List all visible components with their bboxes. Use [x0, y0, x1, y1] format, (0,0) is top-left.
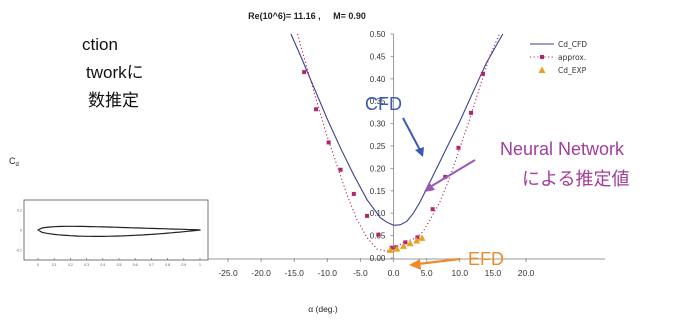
- approx-point: [365, 213, 370, 218]
- y-tick-label: 0.40: [370, 75, 386, 84]
- approx-point: [469, 110, 474, 115]
- inset-x-tick-label: 0.3: [84, 263, 89, 267]
- y-axis-label-subscript: d: [16, 162, 19, 168]
- annotation-nn-arrow: [429, 159, 476, 188]
- inset-x-tick-label: 0.4: [100, 263, 105, 267]
- approx-point: [326, 140, 331, 145]
- y-tick-label: 0.30: [370, 120, 386, 129]
- inset-x-tick-label: 0.2: [68, 263, 73, 267]
- annotation-efd-arrowhead: [409, 259, 421, 270]
- chart-title: Re(10^6)= 11.16 , M= 0.90: [248, 11, 366, 21]
- inset-x-tick-label: 0.8: [165, 263, 170, 267]
- inset-x-tick-label: 0.7: [149, 263, 154, 267]
- chart-series: [290, 33, 504, 253]
- annotation-neural-network: Neural Network: [500, 139, 625, 159]
- legend-swatch-cd-exp: [538, 66, 546, 73]
- series-line-cd-cfd: [290, 33, 504, 226]
- approx-point: [376, 232, 381, 237]
- approx-point: [314, 107, 319, 112]
- inset-y-tick-label: -0.1: [16, 249, 22, 253]
- x-tick-label: -25.0: [218, 268, 238, 278]
- inset-x-tick-label: 1: [199, 263, 201, 267]
- approx-point: [456, 145, 461, 150]
- inset-x-tick-label: 0.5: [117, 263, 122, 267]
- approx-point: [403, 240, 408, 245]
- annotation-cfd: CFD: [365, 94, 402, 114]
- exp-point: [406, 239, 414, 247]
- inset-y-tick-label: 0: [20, 229, 22, 233]
- x-axis-label: α (deg.): [308, 304, 338, 314]
- x-tick-label: 10.0: [452, 268, 469, 278]
- airfoil-inset: 0 0.1 0.2 0.3 0.4 0.5 0.6 0.7 0.8 0.9 1 0.1 0 -0.1: [16, 199, 209, 267]
- approx-point: [302, 70, 307, 75]
- approx-point: [351, 191, 356, 196]
- inset-x-tick-label: 0: [37, 263, 39, 267]
- approx-point: [430, 207, 435, 212]
- airfoil-shape: [36, 225, 201, 237]
- inset-x-tick-label: 0.6: [133, 263, 138, 267]
- exp-point: [418, 234, 426, 241]
- slide-text-fragment-1: ction: [82, 35, 118, 54]
- series-line-approx: [296, 33, 501, 252]
- inset-frame: [23, 199, 209, 261]
- exp-point: [399, 242, 407, 249]
- inset-x-tick-label: 0.9: [181, 263, 186, 267]
- y-axis-label-c: C: [9, 156, 16, 166]
- approx-point: [415, 235, 420, 240]
- y-tick-label: 0.20: [370, 164, 386, 173]
- x-tick-label: -10.0: [318, 268, 338, 278]
- chart-legend: Cd_CFD approx. Cd_EXP: [530, 40, 587, 75]
- y-tick-label: 0.25: [370, 142, 386, 151]
- legend-label: Cd_CFD: [558, 40, 587, 49]
- annotation-cfd-arrow: [402, 117, 422, 153]
- x-tick-label: 15.0: [485, 268, 502, 278]
- y-tick-label: 0.45: [370, 52, 386, 61]
- legend-label: approx.: [558, 53, 586, 62]
- slide-text-fragment-2: tworkに: [86, 63, 144, 82]
- annotation-neural-network-sub: による推定値: [522, 169, 629, 189]
- inset-x-tick-label: 0.1: [52, 263, 57, 267]
- y-tick-label: 0.35: [370, 97, 386, 106]
- exp-point: [393, 245, 401, 252]
- y-tick-label: 0.15: [370, 187, 386, 196]
- chart-annotations: CFD Neural Network による推定値 EFD: [365, 94, 629, 270]
- approx-point: [480, 71, 485, 76]
- inset-y-tick-label: 0.1: [17, 209, 22, 213]
- exp-point: [386, 246, 394, 253]
- annotation-nn-arrowhead: [424, 182, 435, 192]
- approx-point: [389, 245, 394, 250]
- y-tick-label: 0.00: [370, 254, 386, 263]
- x-tick-label: 0.0: [388, 268, 400, 278]
- x-tick-label: 5.0: [421, 268, 433, 278]
- approx-point: [338, 167, 343, 172]
- annotation-efd: EFD: [468, 249, 504, 269]
- x-tick-label: -15.0: [285, 268, 305, 278]
- x-tick-label: -5.0: [353, 268, 368, 278]
- y-tick-label: 0.50: [370, 30, 386, 39]
- x-tick-label: 20.0: [518, 268, 535, 278]
- x-tick-label: -20.0: [251, 268, 271, 278]
- annotation-efd-arrow: [417, 257, 461, 266]
- legend-label: Cd_EXP: [558, 66, 587, 75]
- exp-point: [413, 237, 421, 244]
- slide-text-fragment-3: 数推定: [88, 91, 139, 110]
- legend-swatch-approx-marker: [540, 55, 544, 59]
- y-axis-label: Cd: [9, 156, 19, 168]
- annotation-cfd-arrowhead: [415, 147, 424, 157]
